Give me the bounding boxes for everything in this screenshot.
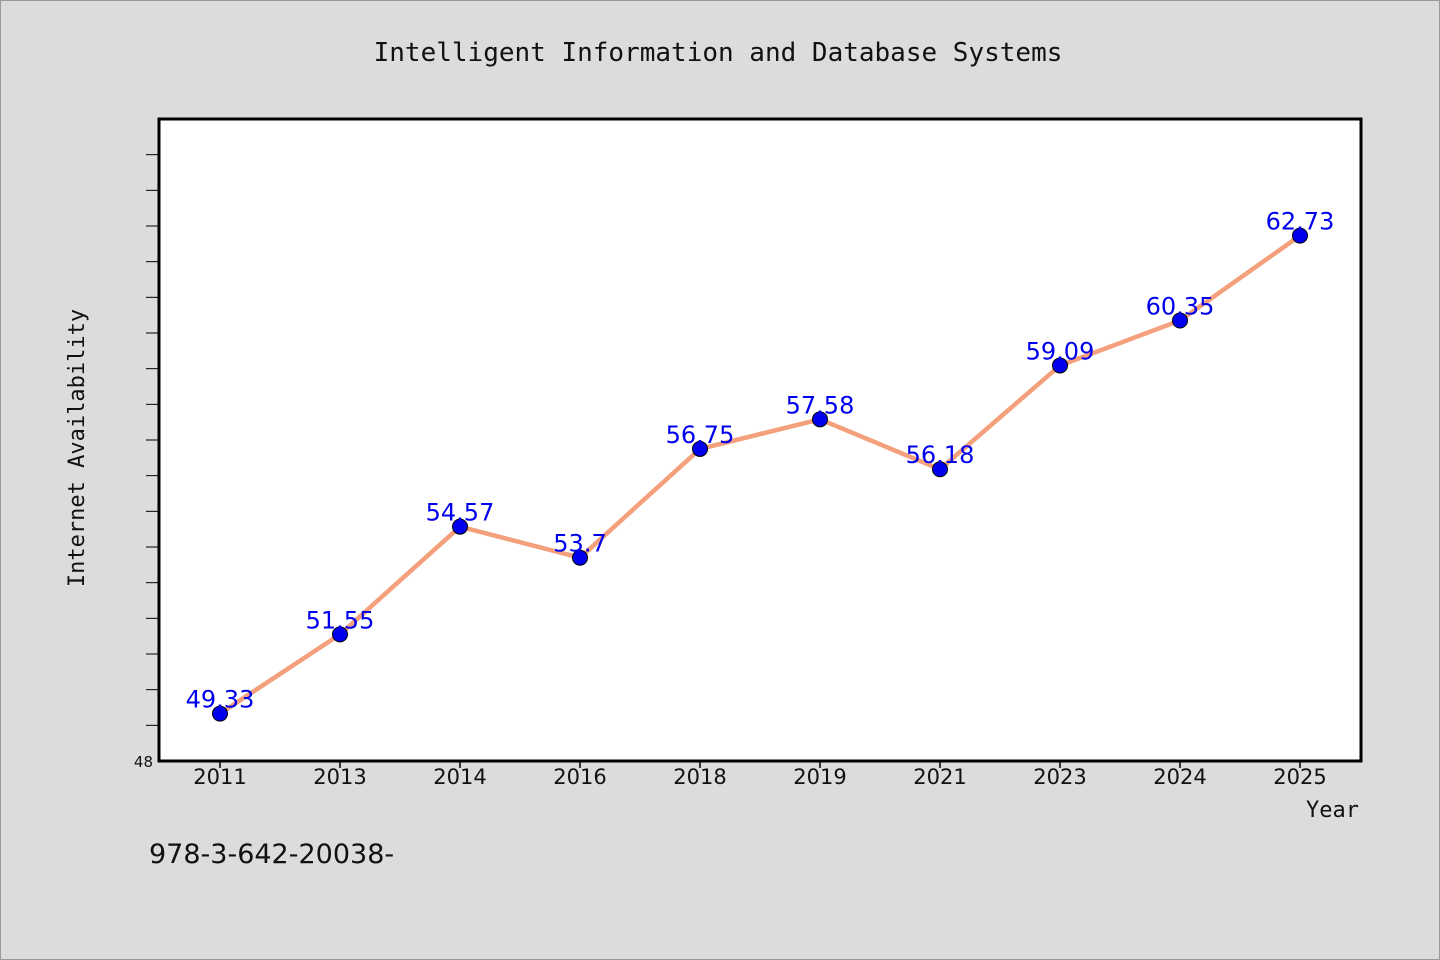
data-label: 53.7 bbox=[553, 530, 606, 558]
data-label: 56.18 bbox=[906, 441, 975, 469]
data-label: 60.35 bbox=[1146, 293, 1215, 321]
data-point-marker bbox=[212, 705, 228, 722]
data-label: 54.57 bbox=[426, 499, 495, 527]
data-point-marker bbox=[692, 440, 708, 457]
data-label: 51.55 bbox=[306, 606, 375, 634]
data-point-marker bbox=[932, 461, 948, 478]
data-label: 59.09 bbox=[1026, 337, 1095, 365]
data-point-marker bbox=[1292, 227, 1308, 244]
data-label: 49.33 bbox=[186, 686, 255, 714]
y-axis-label: Internet Availability bbox=[65, 309, 90, 587]
x-tick-label: 2019 bbox=[793, 765, 846, 789]
data-labels: 49.33 51.55 54.57 53.7 56.75 57.58 56.18 59.09 6… bbox=[186, 208, 1335, 714]
y-axis-ticks: 48 bbox=[134, 154, 158, 771]
series-line bbox=[217, 233, 1303, 716]
data-point-marker bbox=[452, 518, 468, 535]
footer-isbn-text: 978-3-642-20038- bbox=[149, 839, 394, 870]
x-tick-label: 2025 bbox=[1273, 765, 1326, 789]
data-point-marker bbox=[1052, 357, 1068, 374]
x-tick-label: 2021 bbox=[913, 765, 966, 789]
x-axis-label: Year bbox=[1306, 798, 1359, 823]
data-point-marker bbox=[812, 411, 828, 428]
data-point-marker bbox=[332, 626, 348, 643]
x-tick-label: 2023 bbox=[1033, 765, 1086, 789]
x-tick-label: 2014 bbox=[433, 765, 486, 789]
data-label: 62.73 bbox=[1266, 208, 1335, 236]
y-tick-label: 48 bbox=[134, 753, 153, 771]
data-series bbox=[212, 227, 1308, 722]
data-point-marker bbox=[1172, 312, 1188, 329]
x-tick-label: 2024 bbox=[1153, 765, 1206, 789]
x-tick-label: 2011 bbox=[193, 765, 246, 789]
chart-title: Intelligent Information and Database Sys… bbox=[374, 38, 1063, 68]
data-label: 56.75 bbox=[666, 421, 735, 449]
data-label: 57.58 bbox=[786, 391, 855, 419]
x-tick-label: 2013 bbox=[313, 765, 366, 789]
data-point-marker bbox=[572, 549, 588, 566]
x-axis-ticks: 2011 2013 2014 2016 2018 2019 2021 2023 2024 2025 bbox=[193, 762, 1327, 789]
x-tick-label: 2016 bbox=[553, 765, 606, 789]
x-tick-label: 2018 bbox=[673, 765, 726, 789]
plot-area bbox=[157, 117, 1363, 763]
